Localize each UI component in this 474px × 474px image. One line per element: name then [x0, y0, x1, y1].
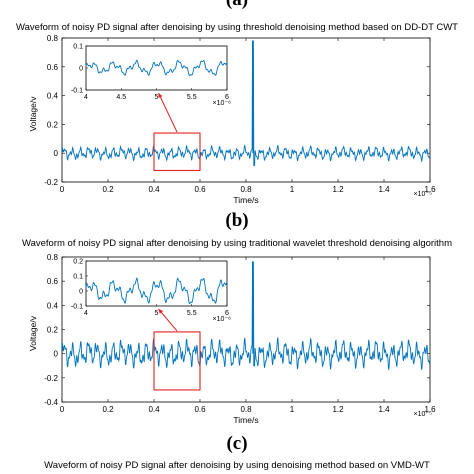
y-tick-label: 0 [54, 149, 59, 158]
zoom-arrow-line [158, 92, 178, 133]
waveform-line [61, 261, 431, 370]
inset-x-exponent: ×10⁻⁶ [213, 100, 232, 107]
inset-x-tick-label: 5.5 [187, 94, 197, 101]
inset-waveform-line [85, 59, 228, 77]
inset-y-tick-label: 0 [79, 289, 83, 296]
x-axis-exponent: ×10⁻⁵ [414, 191, 433, 198]
y-tick-label: -0.4 [44, 398, 58, 407]
y-tick-label: -0.2 [44, 374, 58, 383]
x-tick-label: 0.8 [240, 185, 252, 194]
x-tick-label: 1.6 [424, 405, 436, 414]
x-tick-label: 0.2 [102, 405, 114, 414]
x-tick-label: 0.6 [194, 185, 206, 194]
inset-y-tick-label: 0.1 [73, 274, 83, 281]
zoom-arrow-head [158, 93, 163, 98]
inset-x-tick-label: 6 [225, 94, 229, 101]
x-tick-label: 0.4 [148, 405, 160, 414]
y-tick-label: 0.2 [47, 120, 59, 129]
x-tick-label: 0.6 [194, 405, 206, 414]
x-tick-label: 1.2 [332, 185, 344, 194]
x-tick-label: 1 [290, 185, 295, 194]
x-axis-label: Time/s [233, 415, 258, 425]
panel-letter-c: (c) [226, 433, 248, 454]
y-tick-label: 0 [54, 350, 59, 359]
inset-x-tick-label: 5 [155, 310, 159, 317]
inset-y-tick-label: 0 [79, 66, 83, 73]
panel-letter-b: (b) [225, 210, 249, 231]
inset-x-tick-label: 4 [84, 310, 88, 317]
chart-title-a: Waveform of noisy PD signal after denois… [16, 22, 458, 33]
chart-title-b: Waveform of noisy PD signal after denois… [21, 238, 452, 249]
y-tick-label: 0.8 [47, 253, 59, 262]
x-tick-label: 0.2 [102, 185, 114, 194]
inset-x-tick-label: 5.5 [187, 310, 197, 317]
y-tick-label: 0.4 [47, 92, 59, 101]
y-axis-label: Voltage/v [28, 96, 38, 132]
inset-x-tick-label: 4 [84, 94, 88, 101]
y-tick-label: 0.4 [47, 301, 59, 310]
zoom-highlight-box [153, 331, 201, 391]
x-tick-label: 0.8 [240, 405, 252, 414]
chart-title-c: Waveform of noisy PD signal after denois… [44, 460, 430, 471]
x-tick-label: 1.4 [378, 405, 390, 414]
y-axis-label: Voltage/v [28, 315, 38, 351]
x-tick-label: 0.4 [148, 185, 160, 194]
x-axis-label: Time/s [233, 195, 258, 205]
y-tick-label: -0.2 [44, 178, 58, 187]
x-tick-label: 1 [290, 405, 295, 414]
x-tick-label: 0 [60, 185, 65, 194]
inset-y-tick-label: -0.1 [71, 304, 83, 311]
y-tick-label: 0.8 [47, 34, 59, 43]
inset-x-tick-label: 6 [225, 310, 229, 317]
zoom-highlight-box [153, 132, 201, 172]
inset-frame [85, 260, 228, 307]
inset-x-exponent: ×10⁻⁶ [213, 316, 232, 323]
zoom-arrow-head [158, 309, 164, 314]
x-axis-exponent: ×10⁻⁵ [414, 411, 433, 418]
inset-waveform-line [85, 277, 228, 305]
waveform-line [61, 40, 431, 166]
inset-x-tick-label: 4.5 [116, 94, 126, 101]
y-tick-label: 0.2 [47, 326, 59, 335]
x-tick-label: 1.6 [424, 185, 436, 194]
x-tick-label: 1.4 [378, 185, 390, 194]
panel-letter-a: (a) [0, 0, 474, 10]
zoom-arrow-line [158, 308, 178, 332]
inset-y-tick-label: 0.2 [73, 259, 83, 266]
inset-y-tick-label: -0.1 [71, 88, 83, 95]
inset-y-tick-label: 0.1 [73, 44, 83, 51]
y-tick-label: 0.6 [47, 63, 59, 72]
x-tick-label: 1.2 [332, 405, 344, 414]
x-tick-label: 0 [60, 405, 65, 414]
inset-x-tick-label: 5 [155, 94, 159, 101]
y-tick-label: 0.6 [47, 277, 59, 286]
